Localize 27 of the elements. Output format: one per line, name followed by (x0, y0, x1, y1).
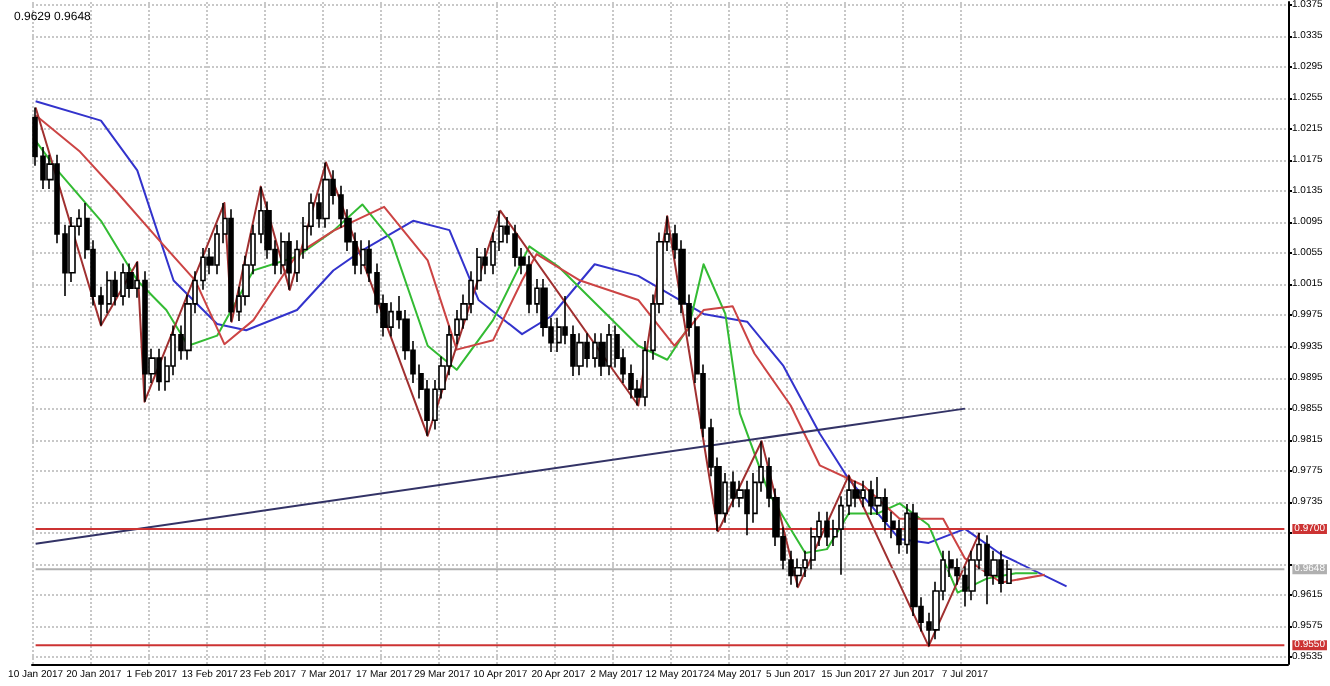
candlestick (852, 480, 860, 509)
candlestick (868, 480, 874, 516)
candlestick (228, 208, 234, 323)
candlestick (606, 323, 612, 377)
candlestick (744, 480, 750, 536)
candlestick (794, 557, 802, 588)
candlestick (592, 332, 598, 369)
candlestick (120, 262, 126, 307)
candlestick (142, 270, 148, 403)
candlestick (322, 161, 330, 229)
candlestick (126, 262, 134, 299)
candlestick (598, 332, 606, 377)
candlestick (998, 549, 1004, 594)
candlestick (526, 254, 532, 314)
candlestick (860, 480, 866, 509)
candlestick (112, 270, 118, 307)
candlestick (286, 231, 292, 291)
candlestick (984, 534, 990, 606)
candlestick (1006, 559, 1012, 585)
candlestick (576, 332, 584, 377)
line-series (34, 106, 981, 648)
candlestick (512, 223, 518, 268)
candlestick (584, 332, 590, 369)
candlestick (360, 239, 366, 276)
candlestick (824, 511, 830, 547)
candlestick (388, 301, 394, 338)
candlestick (156, 348, 162, 392)
